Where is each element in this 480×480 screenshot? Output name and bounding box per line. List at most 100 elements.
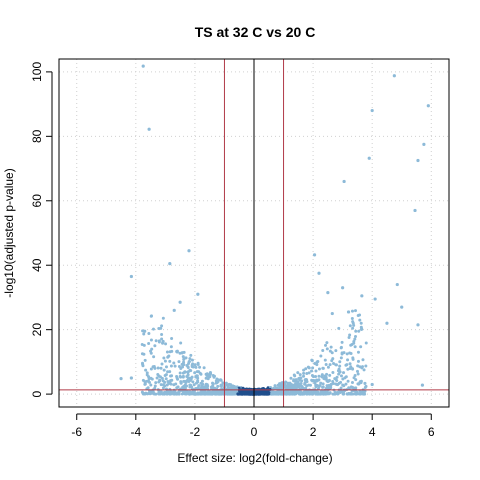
- data-point: [205, 383, 209, 387]
- plot-frame: [58, 58, 450, 408]
- data-point: [310, 378, 314, 382]
- data-point: [317, 374, 321, 378]
- data-point: [182, 360, 186, 364]
- data-point: [159, 326, 163, 330]
- data-point: [194, 392, 198, 396]
- data-point: [151, 390, 155, 394]
- data-point: [348, 324, 352, 328]
- data-point: [321, 366, 325, 370]
- data-point: [370, 382, 374, 387]
- data-point: [346, 379, 350, 383]
- data-point: [231, 384, 235, 388]
- data-point: [392, 74, 396, 78]
- data-point: [183, 383, 187, 387]
- data-point: [273, 384, 277, 388]
- data-point: [160, 376, 164, 380]
- data-point: [420, 383, 425, 387]
- data-point: [216, 384, 220, 388]
- data-point: [181, 375, 185, 379]
- data-point: [305, 371, 309, 375]
- data-point: [200, 379, 204, 383]
- data-point: [170, 391, 174, 395]
- data-point: [340, 352, 344, 356]
- data-point: [186, 370, 190, 374]
- data-point: [332, 362, 336, 366]
- data-point: [363, 385, 367, 389]
- data-point: [315, 379, 319, 383]
- data-point: [187, 392, 191, 396]
- data-point: [413, 208, 417, 213]
- data-point: [385, 321, 389, 325]
- data-point: [226, 385, 230, 389]
- data-point: [149, 338, 153, 342]
- data-point: [261, 392, 265, 396]
- data-point: [164, 342, 168, 346]
- data-point: [342, 384, 346, 388]
- data-point: [160, 324, 164, 328]
- data-point: [164, 365, 168, 369]
- data-point: [339, 374, 343, 378]
- data-point: [150, 347, 154, 351]
- data-point: [349, 385, 353, 389]
- data-point: [169, 345, 173, 349]
- data-point: [335, 375, 339, 379]
- data-point: [351, 321, 355, 325]
- data-point: [316, 359, 320, 363]
- data-point: [276, 392, 280, 396]
- data-point: [241, 386, 245, 390]
- data-point: [318, 392, 322, 396]
- data-point: [152, 355, 156, 359]
- data-point: [317, 271, 321, 275]
- data-point: [321, 385, 325, 389]
- data-point: [344, 382, 348, 386]
- data-point: [302, 371, 306, 375]
- data-point: [304, 378, 308, 382]
- data-point: [195, 374, 199, 378]
- data-point: [206, 374, 210, 378]
- data-point: [298, 373, 302, 377]
- x-tick-label: -4: [130, 425, 141, 439]
- data-point: [314, 369, 318, 373]
- data-point: [161, 392, 165, 396]
- data-point: [334, 382, 338, 386]
- data-point: [306, 365, 310, 369]
- data-point: [192, 383, 196, 387]
- data-point: [196, 376, 200, 380]
- data-point: [188, 357, 192, 361]
- data-point: [169, 364, 173, 368]
- y-tick-label: 40: [30, 258, 44, 272]
- data-point: [297, 385, 301, 389]
- data-point: [360, 365, 364, 369]
- data-point: [422, 142, 426, 146]
- data-point: [119, 377, 123, 381]
- data-point: [178, 300, 182, 304]
- data-point: [334, 349, 338, 353]
- data-point: [345, 363, 349, 367]
- data-point: [238, 388, 242, 392]
- data-point: [147, 380, 151, 384]
- x-tick-label: 2: [310, 425, 317, 439]
- data-point: [319, 381, 323, 385]
- data-point: [321, 382, 325, 386]
- data-point: [161, 383, 165, 387]
- data-point: [142, 332, 146, 336]
- data-point: [229, 392, 233, 396]
- y-tick-label: 0: [30, 390, 44, 397]
- data-point: [339, 345, 343, 349]
- data-points: [119, 64, 430, 396]
- data-point: [336, 369, 340, 373]
- data-point: [190, 391, 194, 395]
- data-point: [342, 179, 346, 184]
- data-point: [149, 314, 153, 318]
- data-point: [177, 392, 181, 396]
- data-point: [277, 387, 281, 391]
- data-point: [162, 368, 166, 372]
- x-tick-label: 4: [369, 425, 376, 439]
- data-point: [338, 390, 342, 394]
- data-point: [193, 371, 197, 375]
- data-point: [187, 362, 191, 366]
- data-point: [331, 357, 335, 361]
- data-point: [247, 392, 251, 396]
- data-point: [164, 377, 168, 381]
- x-tick-label: -2: [190, 425, 201, 439]
